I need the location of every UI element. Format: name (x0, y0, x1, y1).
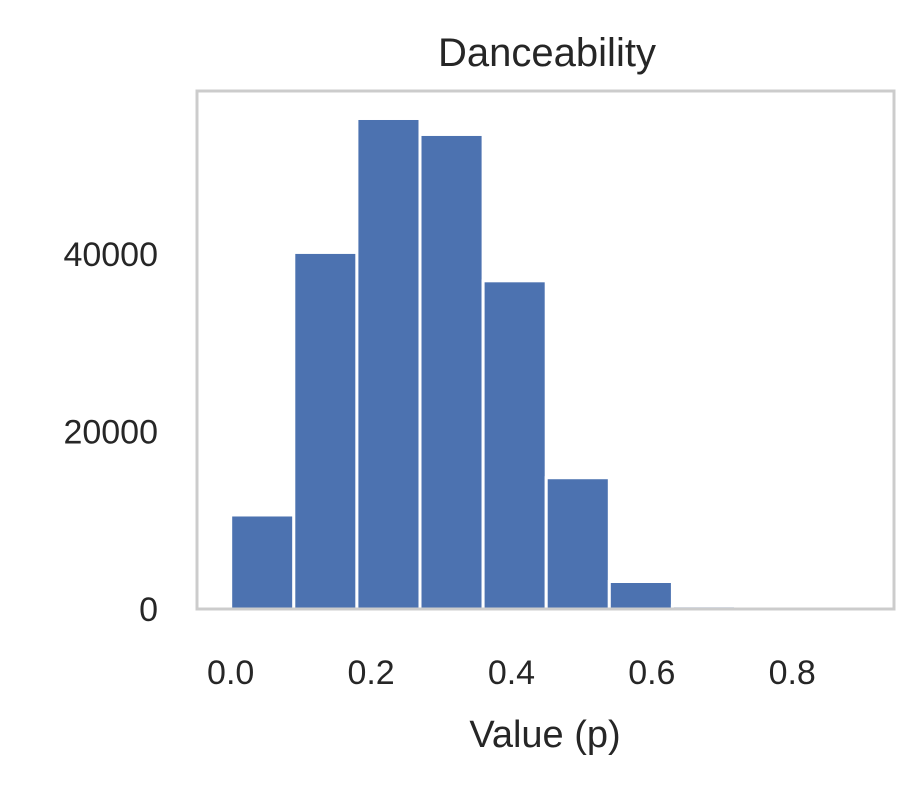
histogram-bar (483, 281, 546, 609)
y-tick-labels: 0 20000 40000 (63, 236, 158, 629)
x-tick-labels: 0.0 0.2 0.4 0.6 0.8 (207, 654, 816, 692)
histogram-bar (357, 118, 420, 609)
histogram-bar (231, 515, 294, 609)
x-tick-label: 0.6 (628, 654, 675, 692)
histogram-bar (420, 134, 483, 609)
x-axis-label: Value (p) (469, 714, 620, 756)
histogram-bar (294, 252, 357, 609)
x-tick-label: 0.2 (347, 654, 394, 692)
y-tick-label: 40000 (63, 236, 158, 274)
histogram-bar (546, 478, 609, 609)
x-tick-label: 0.0 (207, 654, 254, 692)
y-tick-label: 0 (139, 591, 158, 629)
chart-title: Danceability (438, 31, 656, 75)
y-tick-label: 20000 (63, 414, 158, 452)
bars-group (231, 118, 862, 609)
x-tick-label: 0.8 (769, 654, 816, 692)
histogram-bar (609, 582, 672, 609)
x-tick-label: 0.4 (488, 654, 535, 692)
